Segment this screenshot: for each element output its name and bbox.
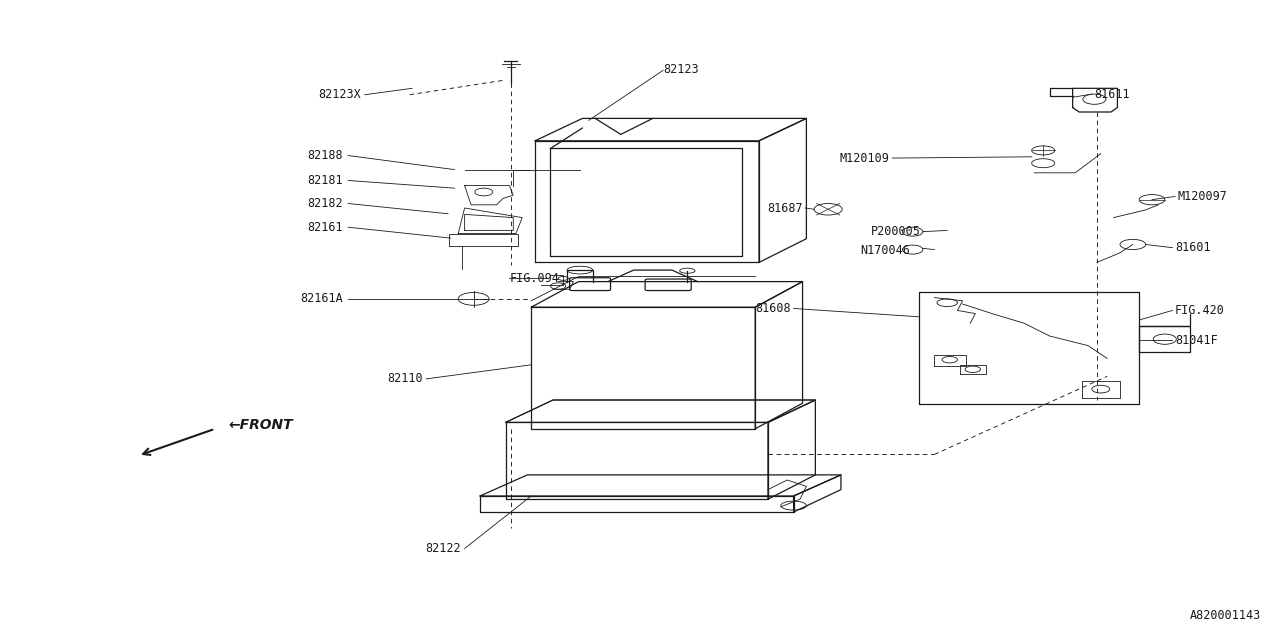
Text: 81601: 81601 bbox=[1175, 241, 1211, 254]
Text: P200005: P200005 bbox=[870, 225, 920, 238]
Text: 82188: 82188 bbox=[307, 149, 343, 162]
Text: 82182: 82182 bbox=[307, 197, 343, 210]
Text: 82161A: 82161A bbox=[301, 292, 343, 305]
Text: M120097: M120097 bbox=[1178, 190, 1228, 203]
Text: 81611: 81611 bbox=[1094, 88, 1130, 100]
Text: 81687: 81687 bbox=[767, 202, 803, 214]
Text: N170046: N170046 bbox=[860, 244, 910, 257]
Text: 81608: 81608 bbox=[755, 302, 791, 315]
Text: A820001143: A820001143 bbox=[1189, 609, 1261, 622]
Text: 82122: 82122 bbox=[425, 542, 461, 555]
Text: 82161: 82161 bbox=[307, 221, 343, 234]
Text: ←FRONT: ←FRONT bbox=[228, 418, 292, 432]
Text: FIG.420: FIG.420 bbox=[1175, 304, 1225, 317]
Text: 81041F: 81041F bbox=[1175, 334, 1217, 347]
Text: M120109: M120109 bbox=[840, 152, 890, 164]
Text: FIG.094: FIG.094 bbox=[509, 272, 559, 285]
Text: 82181: 82181 bbox=[307, 174, 343, 187]
Text: 82123X: 82123X bbox=[319, 88, 361, 101]
Text: 82123: 82123 bbox=[663, 63, 699, 76]
Text: 82110: 82110 bbox=[387, 372, 422, 385]
